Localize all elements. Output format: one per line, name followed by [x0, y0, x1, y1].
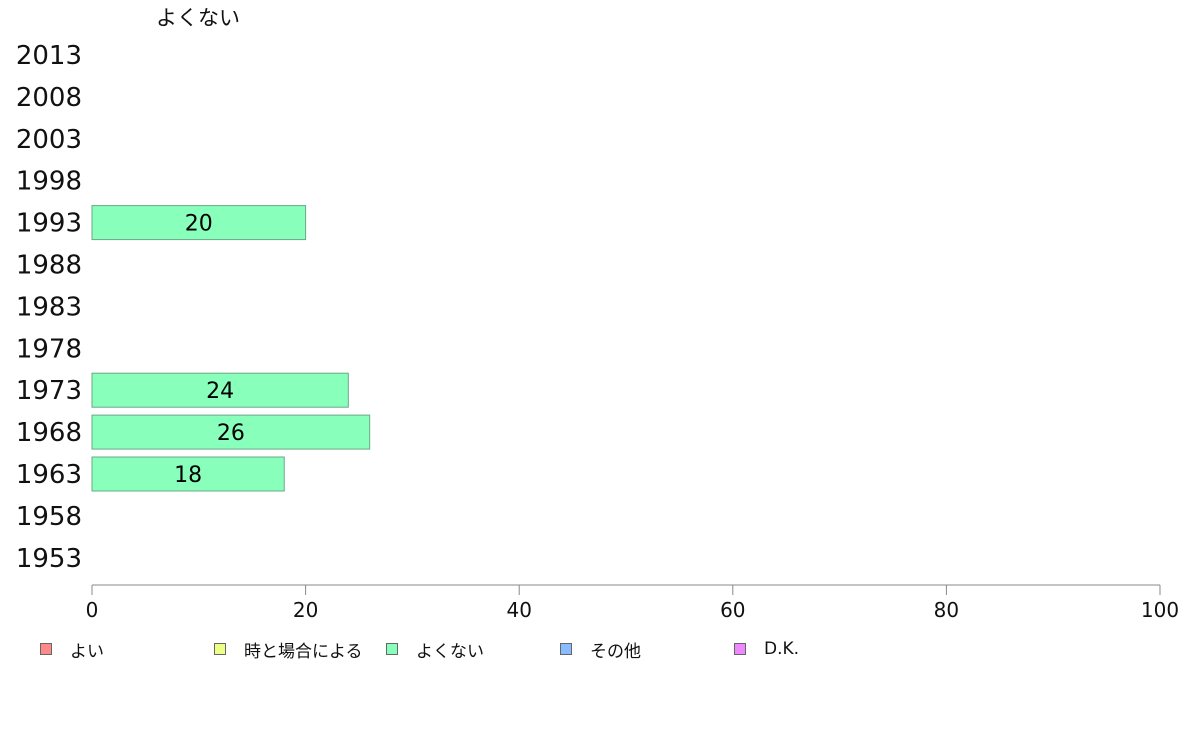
legend-swatch — [40, 643, 52, 655]
legend-label: よい — [70, 641, 104, 662]
legend-item: その他 — [560, 636, 641, 662]
y-tick-label-1993: 1993 — [16, 209, 82, 239]
legend-swatch — [734, 643, 746, 655]
chart-title: よくない — [156, 6, 240, 30]
y-tick-label-1958: 1958 — [16, 502, 82, 532]
x-axis: 0 20 40 60 80 100 — [86, 584, 1179, 622]
y-axis-labels: 2013 2008 2003 1998 1993 1988 1983 1978 1973 1968… — [16, 41, 82, 574]
y-tick-label-1983: 1983 — [16, 292, 82, 322]
legend-swatch — [386, 643, 398, 655]
x-tick-label-0: 0 — [86, 598, 99, 622]
data-label-1993: 20 — [185, 212, 213, 237]
data-label-1968: 26 — [217, 421, 245, 446]
legend-label: 時と場合による — [244, 641, 363, 662]
y-tick-label-2008: 2008 — [16, 83, 82, 113]
x-tick-label-80: 80 — [934, 598, 959, 622]
legend-item: 時と場合による — [214, 636, 363, 662]
bar-1963 — [91, 456, 285, 492]
data-label-1973: 24 — [206, 379, 234, 404]
x-tick-label-20: 20 — [293, 598, 318, 622]
y-tick-label-1953: 1953 — [16, 544, 82, 574]
bars-group: 20 24 26 18 — [91, 205, 371, 492]
bar-1993 — [91, 205, 307, 241]
legend-label: D.K. — [764, 639, 800, 659]
legend-item: D.K. — [734, 636, 799, 662]
x-tick-label-40: 40 — [506, 598, 531, 622]
y-tick-label-1988: 1988 — [16, 251, 82, 281]
legend-item: よくない — [386, 636, 484, 662]
bar-chart: よくない 20 24 26 18 2013 2008 2003 1998 1993 1988 19… — [16, 6, 1179, 622]
legend-swatch — [560, 643, 572, 655]
data-label-1963: 18 — [174, 463, 202, 488]
y-tick-label-1998: 1998 — [16, 167, 82, 197]
y-tick-label-1963: 1963 — [16, 460, 82, 490]
y-tick-label-2013: 2013 — [16, 41, 82, 71]
y-tick-label-2003: 2003 — [16, 125, 82, 155]
bar-1968 — [91, 414, 371, 450]
y-tick-label-1973: 1973 — [16, 376, 82, 406]
legend-swatch — [214, 643, 226, 655]
legend: よい 時と場合による よくない その他 D.K. — [0, 636, 1188, 662]
legend-item: よい — [40, 636, 104, 662]
x-tick-label-60: 60 — [720, 598, 745, 622]
legend-label: よくない — [416, 641, 484, 662]
x-tick-label-100: 100 — [1141, 598, 1179, 622]
y-tick-label-1978: 1978 — [16, 334, 82, 364]
bar-1973 — [91, 372, 349, 408]
y-tick-label-1968: 1968 — [16, 418, 82, 448]
legend-label: その他 — [590, 641, 641, 662]
